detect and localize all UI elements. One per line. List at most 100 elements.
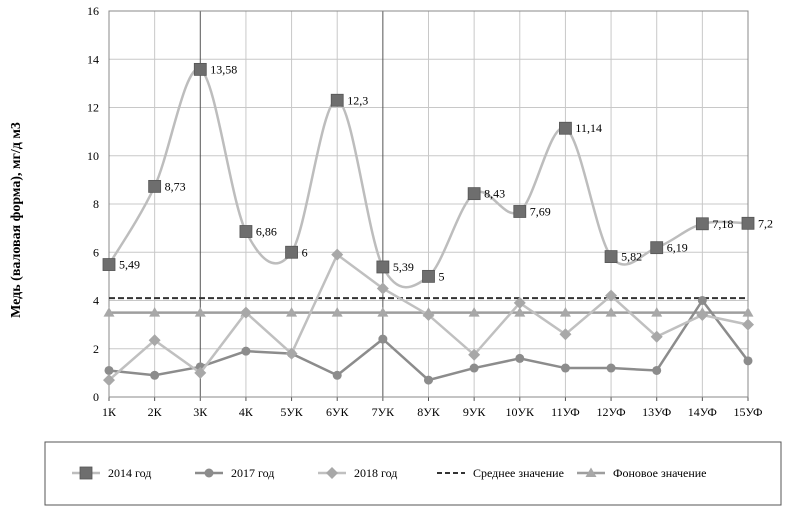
data-point [241, 346, 251, 356]
legend: 2014 год 2017 год 2018 год Среднее значение… [44, 441, 782, 506]
data-label: 6 [302, 245, 308, 259]
legend-marker [204, 468, 214, 478]
data-point [742, 318, 754, 331]
data-point [559, 121, 572, 135]
data-point [103, 307, 115, 317]
data-point [606, 363, 616, 373]
data-label: 5,39 [393, 260, 414, 274]
y-tick-label: 12 [87, 101, 99, 115]
data-point [468, 348, 481, 361]
data-point [513, 296, 526, 309]
data-labels: 5,49 8,73 13,58 6,86 6 12,3 5,39 5 8,43 7,69 11,14… [119, 62, 773, 283]
data-point [194, 366, 207, 379]
series-2 [103, 248, 754, 387]
data-point [514, 307, 526, 317]
data-point [515, 353, 525, 363]
legend-item: 2017 год [195, 466, 274, 480]
legend-marker [585, 467, 597, 477]
data-point [331, 248, 344, 261]
data-point [560, 363, 570, 373]
data-point [194, 307, 206, 317]
series-1 [104, 296, 753, 385]
data-point [696, 308, 709, 321]
y-tick-label: 0 [93, 390, 99, 404]
legend-label: 2017 год [231, 466, 274, 480]
data-point [331, 307, 343, 317]
data-point [424, 375, 433, 385]
data-point [422, 308, 435, 321]
y-tick-label: 10 [87, 149, 99, 163]
data-label: 5,82 [621, 250, 642, 264]
x-tick-label: 11УФ [551, 405, 580, 419]
x-tick-label: 1К [102, 405, 117, 419]
data-point [377, 307, 389, 317]
legend-frame [44, 441, 782, 506]
y-tick-label: 2 [93, 342, 99, 356]
y-axis-label: Медь (валовая форма), мг/д м3 [9, 122, 24, 318]
y-tick-label: 16 [87, 4, 99, 18]
y-tick-label: 4 [93, 294, 99, 308]
series-layer [102, 62, 755, 387]
x-tick-label: 12УФ [597, 405, 626, 419]
data-point [652, 365, 662, 375]
x-tick-label: 3К [193, 405, 208, 419]
data-point [150, 370, 160, 380]
legend-marker [326, 467, 338, 479]
legend-item: 2014 год [72, 466, 151, 480]
data-point [604, 250, 618, 263]
x-tick-label: 6УК [326, 405, 349, 419]
x-tick-label: 7УК [372, 405, 395, 419]
legend-item: 2018 год [318, 466, 397, 480]
data-point [469, 363, 479, 373]
data-point [148, 334, 161, 347]
data-point [650, 330, 663, 343]
data-point [103, 374, 115, 387]
data-label: 12,3 [347, 93, 368, 107]
data-point [285, 347, 298, 360]
data-label: 7,2 [758, 216, 773, 230]
data-point [605, 307, 617, 317]
legend-label: Фоновое значение [613, 466, 707, 480]
x-tick-label: 10УК [506, 405, 535, 419]
data-label: 11,14 [575, 121, 602, 135]
y-tick-label: 6 [93, 245, 99, 259]
legend-marker [79, 466, 93, 480]
data-point [376, 282, 389, 295]
data-point [468, 307, 480, 317]
data-point [378, 334, 388, 344]
data-point [376, 260, 390, 274]
x-tick-label: 15УФ [733, 405, 762, 419]
data-label: 5,49 [119, 258, 140, 272]
legend-label: 2014 год [108, 466, 151, 480]
data-point [605, 289, 618, 302]
data-point [330, 93, 344, 107]
legend-label: Среднее значение [473, 466, 564, 480]
data-point [285, 245, 298, 259]
data-point [741, 216, 755, 230]
data-point [149, 307, 161, 317]
x-tick-label: 13УФ [642, 405, 671, 419]
data-point [743, 356, 753, 366]
data-label: 8,43 [484, 187, 505, 201]
series-0 [102, 62, 755, 289]
data-point [332, 370, 342, 380]
data-point [559, 307, 571, 317]
x-tick-label: 2К [148, 405, 163, 419]
data-point [697, 296, 707, 305]
x-tick-label: 4К [239, 405, 254, 419]
legend-item: Среднее значение [437, 466, 564, 480]
data-point [513, 205, 527, 218]
data-label: 5 [439, 269, 445, 283]
y-tick-label: 8 [93, 197, 99, 211]
data-label: 8,73 [165, 179, 186, 193]
data-point [422, 269, 435, 283]
plot-area-frame [108, 10, 749, 398]
data-point [467, 187, 481, 201]
legend-label: 2018 год [354, 466, 397, 480]
data-point [742, 307, 754, 317]
data-point [239, 306, 252, 319]
data-point [651, 307, 663, 317]
x-tick-label: 8УК [417, 405, 440, 419]
data-label: 13,58 [210, 62, 237, 76]
